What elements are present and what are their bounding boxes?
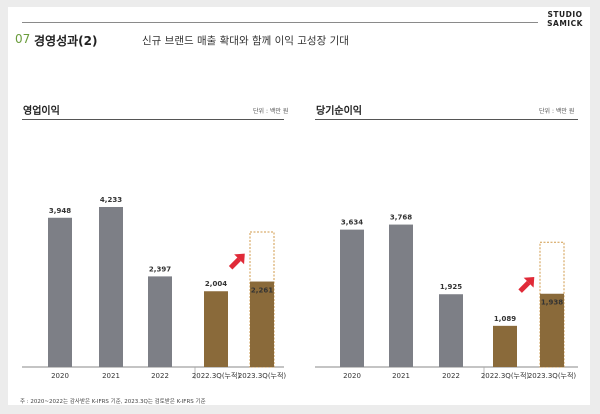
bar [250, 281, 274, 367]
growth-arrow-icon [518, 277, 535, 293]
x-tick-label: 2022.3Q(누적) [192, 371, 241, 380]
bar [48, 217, 72, 367]
arrow-head [523, 277, 535, 288]
bar-value-label: 2,397 [149, 265, 171, 273]
section-number: 07 [15, 32, 31, 46]
bar [148, 276, 172, 367]
bar-value-label: 4,233 [100, 196, 122, 204]
x-tick-label: 2020 [343, 372, 361, 380]
logo-line-2: SAMICK [547, 19, 583, 28]
bar [439, 294, 463, 367]
x-tick-label: 2023.3Q(누적) [238, 371, 287, 380]
bar [389, 224, 413, 367]
growth-arrow-icon [228, 253, 245, 270]
logo-line-1: STUDIO [547, 10, 583, 19]
bar-value-label: 1,925 [440, 283, 462, 291]
bar-charts: 3,948 2020 4,233 2021 2,397 2022 2,004 2022.3Q(… [22, 196, 578, 380]
arrow-shaft [518, 280, 531, 293]
bar-value-label: 1,938 [541, 299, 563, 307]
panel-rule-net-income [315, 119, 578, 120]
bar [99, 206, 123, 367]
x-tick-label: 2023.3Q(누적) [528, 371, 577, 380]
bar-value-label: 2,261 [251, 287, 273, 295]
arrow-head [234, 253, 245, 265]
x-tick-label: 2021 [392, 372, 410, 380]
slide-subtitle: 신규 브랜드 매출 확대와 함께 이익 고성장 기대 [142, 35, 349, 47]
bar [204, 291, 228, 367]
x-tick-label: 2022.3Q(누적) [481, 371, 530, 380]
bar [493, 325, 517, 367]
section-title: 경영성과(2) [34, 34, 98, 48]
x-tick-label: 2022 [151, 372, 169, 380]
panel-unit-operating-profit: 단위 : 백만 원 [253, 108, 289, 115]
slide: STUDIO SAMICK 07 경영성과(2) 신규 브랜드 매출 확대와 함… [8, 7, 590, 405]
panel-title-net-income: 당기순이익 [316, 106, 362, 117]
x-tick-label: 2021 [102, 372, 120, 380]
panel-rule-operating-profit [22, 119, 284, 120]
studio-samick-logo: STUDIO SAMICK [543, 10, 587, 28]
x-tick-label: 2020 [51, 372, 69, 380]
bar-value-label: 3,768 [390, 214, 412, 222]
bar-value-label: 2,004 [205, 280, 227, 288]
arrow-shaft [228, 257, 241, 270]
bar-value-label: 3,948 [49, 207, 71, 215]
bar-value-label: 3,634 [341, 219, 363, 227]
footnote: 주 : 2020~2022는 감사받은 K-IFRS 기준, 2023.3Q는 … [20, 399, 206, 405]
panel-title-operating-profit: 영업이익 [23, 106, 60, 117]
bar [340, 229, 364, 367]
bar-value-label: 1,089 [494, 315, 516, 323]
bar [540, 293, 564, 367]
x-tick-label: 2022 [442, 372, 460, 380]
header-rule [22, 22, 538, 23]
panel-unit-net-income: 단위 : 백만 원 [539, 108, 575, 115]
